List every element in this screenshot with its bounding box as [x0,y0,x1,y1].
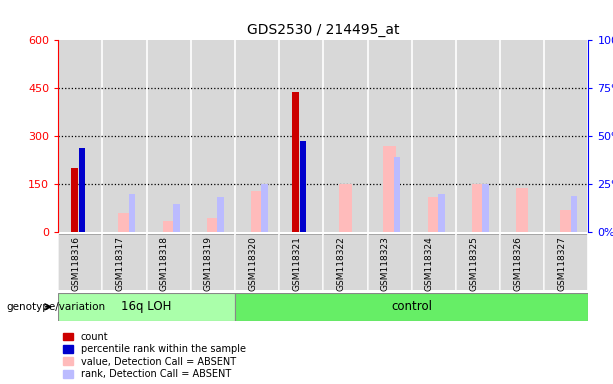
Bar [394,157,400,232]
Bar [173,204,180,232]
Text: GSM118326: GSM118326 [513,237,522,291]
Text: GSM118317: GSM118317 [115,237,124,291]
Bar [339,184,352,232]
Text: GSM118327: GSM118327 [557,237,566,291]
FancyBboxPatch shape [235,234,279,290]
Bar [102,40,147,232]
Bar [217,197,224,232]
Bar [300,141,306,232]
Text: GSM118316: GSM118316 [71,237,80,291]
Bar [571,195,577,232]
Bar [516,187,528,232]
Text: control: control [391,300,432,313]
Bar [544,40,588,232]
Text: GSM118322: GSM118322 [337,237,346,291]
Bar [472,184,484,232]
Text: GSM118320: GSM118320 [248,237,257,291]
FancyBboxPatch shape [368,234,412,290]
FancyBboxPatch shape [58,234,102,290]
Bar [235,40,279,232]
FancyBboxPatch shape [279,234,324,290]
FancyBboxPatch shape [147,234,191,290]
Bar [324,40,368,232]
Text: 16q LOH: 16q LOH [121,300,172,313]
Bar [438,194,444,232]
Bar [368,40,412,232]
Text: GSM118324: GSM118324 [425,237,434,291]
Text: GSM118325: GSM118325 [469,237,478,291]
FancyBboxPatch shape [191,234,235,290]
Bar [500,40,544,232]
Bar [129,194,135,232]
Bar [560,210,573,232]
Title: GDS2530 / 214495_at: GDS2530 / 214495_at [247,23,400,36]
Bar [162,221,175,232]
Bar [412,40,456,232]
FancyBboxPatch shape [456,234,500,290]
Bar [207,218,219,232]
Bar [72,168,78,232]
Bar [456,40,500,232]
FancyBboxPatch shape [544,234,588,290]
Legend: count, percentile rank within the sample, value, Detection Call = ABSENT, rank, : count, percentile rank within the sample… [63,332,246,379]
Bar [147,40,191,232]
Text: GSM118321: GSM118321 [292,237,301,291]
Bar [261,184,268,232]
Bar [279,40,324,232]
Bar [482,184,489,232]
Text: genotype/variation: genotype/variation [6,302,105,312]
FancyBboxPatch shape [235,293,588,321]
Text: GSM118323: GSM118323 [381,237,390,291]
Bar [191,40,235,232]
FancyBboxPatch shape [412,234,456,290]
Bar [292,91,299,232]
Bar [80,147,85,232]
FancyBboxPatch shape [324,234,368,290]
Bar [251,191,263,232]
FancyBboxPatch shape [58,293,235,321]
Bar [118,213,131,232]
Text: GSM118318: GSM118318 [160,237,169,291]
Text: GSM118319: GSM118319 [204,237,213,291]
FancyBboxPatch shape [102,234,147,290]
Bar [428,197,440,232]
Bar [58,40,102,232]
Bar [384,146,396,232]
FancyBboxPatch shape [500,234,544,290]
